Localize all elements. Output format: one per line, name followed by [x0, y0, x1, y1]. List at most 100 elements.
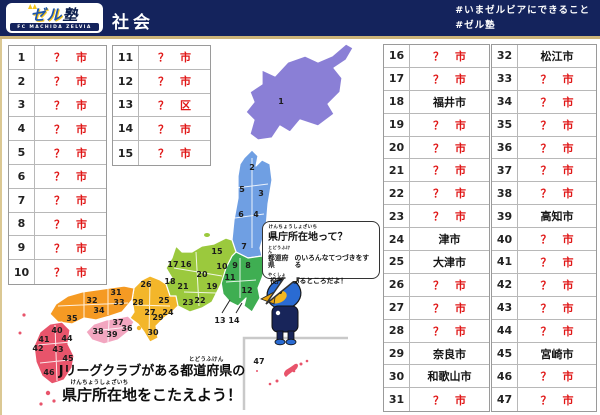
bubble-text: って？ [318, 231, 348, 243]
capital-placeholder: ？ 市 [540, 95, 574, 109]
table-row: 8 ？ 市 [9, 212, 106, 237]
small-islands [18, 233, 309, 406]
prefecture-number: 11 [113, 46, 139, 69]
bubble-text: があるところだよ！ [285, 277, 348, 286]
prefecture-number: 12 [113, 69, 139, 93]
table-row: 44 ？ 市 [492, 319, 596, 343]
table-row: 27 ？ 市 [384, 296, 489, 320]
prefecture-number: 20 [384, 136, 410, 159]
table-row: 21 ？ 市 [384, 159, 489, 183]
table-row: 16 ？ 市 [384, 45, 489, 68]
table-row: 46 ？ 市 [492, 365, 596, 389]
table-row: 34 ？ 市 [492, 90, 596, 114]
map-prefecture-number: 39 [106, 330, 118, 339]
prefecture-number: 1 [9, 46, 35, 69]
logo-title-juku: 塾 [62, 5, 79, 24]
map-prefecture-number: 42 [32, 344, 43, 353]
instruction-text: 都道府県 [180, 363, 233, 379]
map-prefecture-number: 5 [239, 185, 245, 194]
prefecture-number: 29 [384, 342, 410, 365]
table-row: 41 ？ 市 [492, 251, 596, 274]
map-prefecture-number: 40 [51, 326, 63, 335]
map-prefecture-number: 28 [132, 298, 144, 307]
logo-title: ゼル塾 [6, 3, 103, 24]
prefecture-number: 45 [492, 342, 518, 365]
capital-placeholder: ？ 市 [540, 370, 574, 384]
furigana: やくしょ [268, 271, 286, 277]
zelvia-juku-logo: ゼル塾 FC MACHIDA ZELVIA [6, 3, 103, 33]
capital-placeholder: ？ 市 [433, 72, 466, 86]
capital-answer: 大津市 [433, 255, 466, 269]
table-row: 19 ？ 市 [384, 113, 489, 137]
instruction-text: の [232, 363, 246, 379]
map-prefecture-number: 4 [253, 210, 259, 219]
prefecture-number: 26 [384, 273, 410, 296]
prefecture-number: 8 [9, 212, 35, 236]
map-prefecture-number: 31 [110, 288, 122, 297]
map-prefecture-number: 3 [258, 189, 264, 198]
table-row: 24 津市 [384, 228, 489, 252]
map-prefecture-number: 16 [180, 260, 192, 269]
prefecture-number: 6 [9, 164, 35, 188]
map-prefecture-number: 11 [224, 273, 236, 282]
furigana-group: とどうふけん 都道府県 [268, 244, 295, 270]
region-kinki [129, 275, 179, 343]
prefecture-number: 4 [9, 117, 35, 141]
prefecture-number: 10 [9, 260, 35, 284]
map-prefecture-number: 43 [52, 345, 63, 354]
prefecture-number: 28 [384, 319, 410, 342]
prefecture-number: 2 [9, 69, 35, 93]
header-accent-line [0, 36, 600, 39]
capital-placeholder: ？ 市 [433, 301, 466, 315]
hashtag-line-1: #いまゼルビアにできること [455, 5, 590, 16]
capital-answer: 福井市 [433, 95, 466, 109]
prefecture-number: 39 [492, 205, 518, 228]
capital-answer: 和歌山市 [427, 370, 472, 384]
capital-placeholder: ？ 市 [540, 118, 574, 132]
capital-placeholder: ？ 市 [54, 146, 87, 160]
map-prefecture-number: 13 [214, 316, 225, 325]
furigana-group: とどうふけん 都道府県 [180, 357, 233, 379]
answer-table-1-10: 1 ？ 市 2 ？ 市 3 ？ 市 4 ？ 市 5 ？ 市 6 ？ 市 7 ？ 市 8 ？ 市 9 ？ 市 10 ？ … [8, 45, 107, 285]
table-row: 10 ？ 市 [9, 260, 106, 284]
answer-table-16-31: 16 ？ 市 17 ？ 市 18 福井市 19 ？ 市 20 ？ 市 21 ？ 市 22 ？ 市 23 ？ 市… [383, 44, 490, 413]
map-prefecture-number: 15 [211, 247, 223, 256]
prefecture-number: 43 [492, 296, 518, 319]
left-accent-line [0, 39, 2, 415]
capital-placeholder: ？ 市 [540, 324, 574, 338]
furigana-group: けんちょうしょざいち 県庁所在地 [62, 380, 137, 404]
map-prefecture-number: 9 [232, 261, 238, 270]
map-prefecture-number: 29 [152, 313, 164, 322]
map-prefecture-number: 19 [206, 282, 218, 291]
table-row: 36 ？ 市 [492, 136, 596, 160]
capital-placeholder: ？ 市 [433, 141, 466, 155]
prefecture-number: 19 [384, 113, 410, 136]
prefecture-number: 21 [384, 159, 410, 182]
capital-placeholder: ？ 市 [540, 233, 574, 247]
bubble-text: 役所 [270, 277, 284, 286]
capital-placeholder: ？ 市 [433, 324, 466, 338]
bubble-text: のいろんなてつづきをする [294, 254, 370, 270]
table-row: 18 福井市 [384, 90, 489, 114]
map-prefecture-number: 18 [164, 277, 176, 286]
capital-placeholder: ？ 市 [54, 170, 87, 184]
furigana: とどうふけん [268, 244, 291, 254]
table-row: 22 ？ 市 [384, 182, 489, 206]
prefecture-number: 38 [492, 182, 518, 205]
table-row: 6 ？ 市 [9, 164, 106, 189]
prefecture-number: 30 [384, 365, 410, 388]
map-prefecture-number: 25 [158, 296, 170, 305]
prefecture-number: 34 [492, 90, 518, 113]
hashtag-line-2: #ゼル塾 [455, 20, 496, 31]
map-prefecture-number: 8 [245, 261, 251, 270]
prefecture-number: 41 [492, 251, 518, 273]
map-prefecture-number: 46 [43, 368, 55, 377]
table-row: 37 ？ 市 [492, 159, 596, 183]
capital-placeholder: ？ 市 [433, 49, 466, 63]
bubble-line-3: やくしょ 役所 があるところだよ！ [268, 271, 374, 286]
prefecture-number: 47 [492, 388, 518, 412]
prefecture-number: 44 [492, 319, 518, 342]
table-row: 9 ？ 市 [9, 236, 106, 261]
logo-subtitle: FC MACHIDA ZELVIA [10, 23, 99, 31]
map-prefecture-number: 17 [167, 260, 178, 269]
